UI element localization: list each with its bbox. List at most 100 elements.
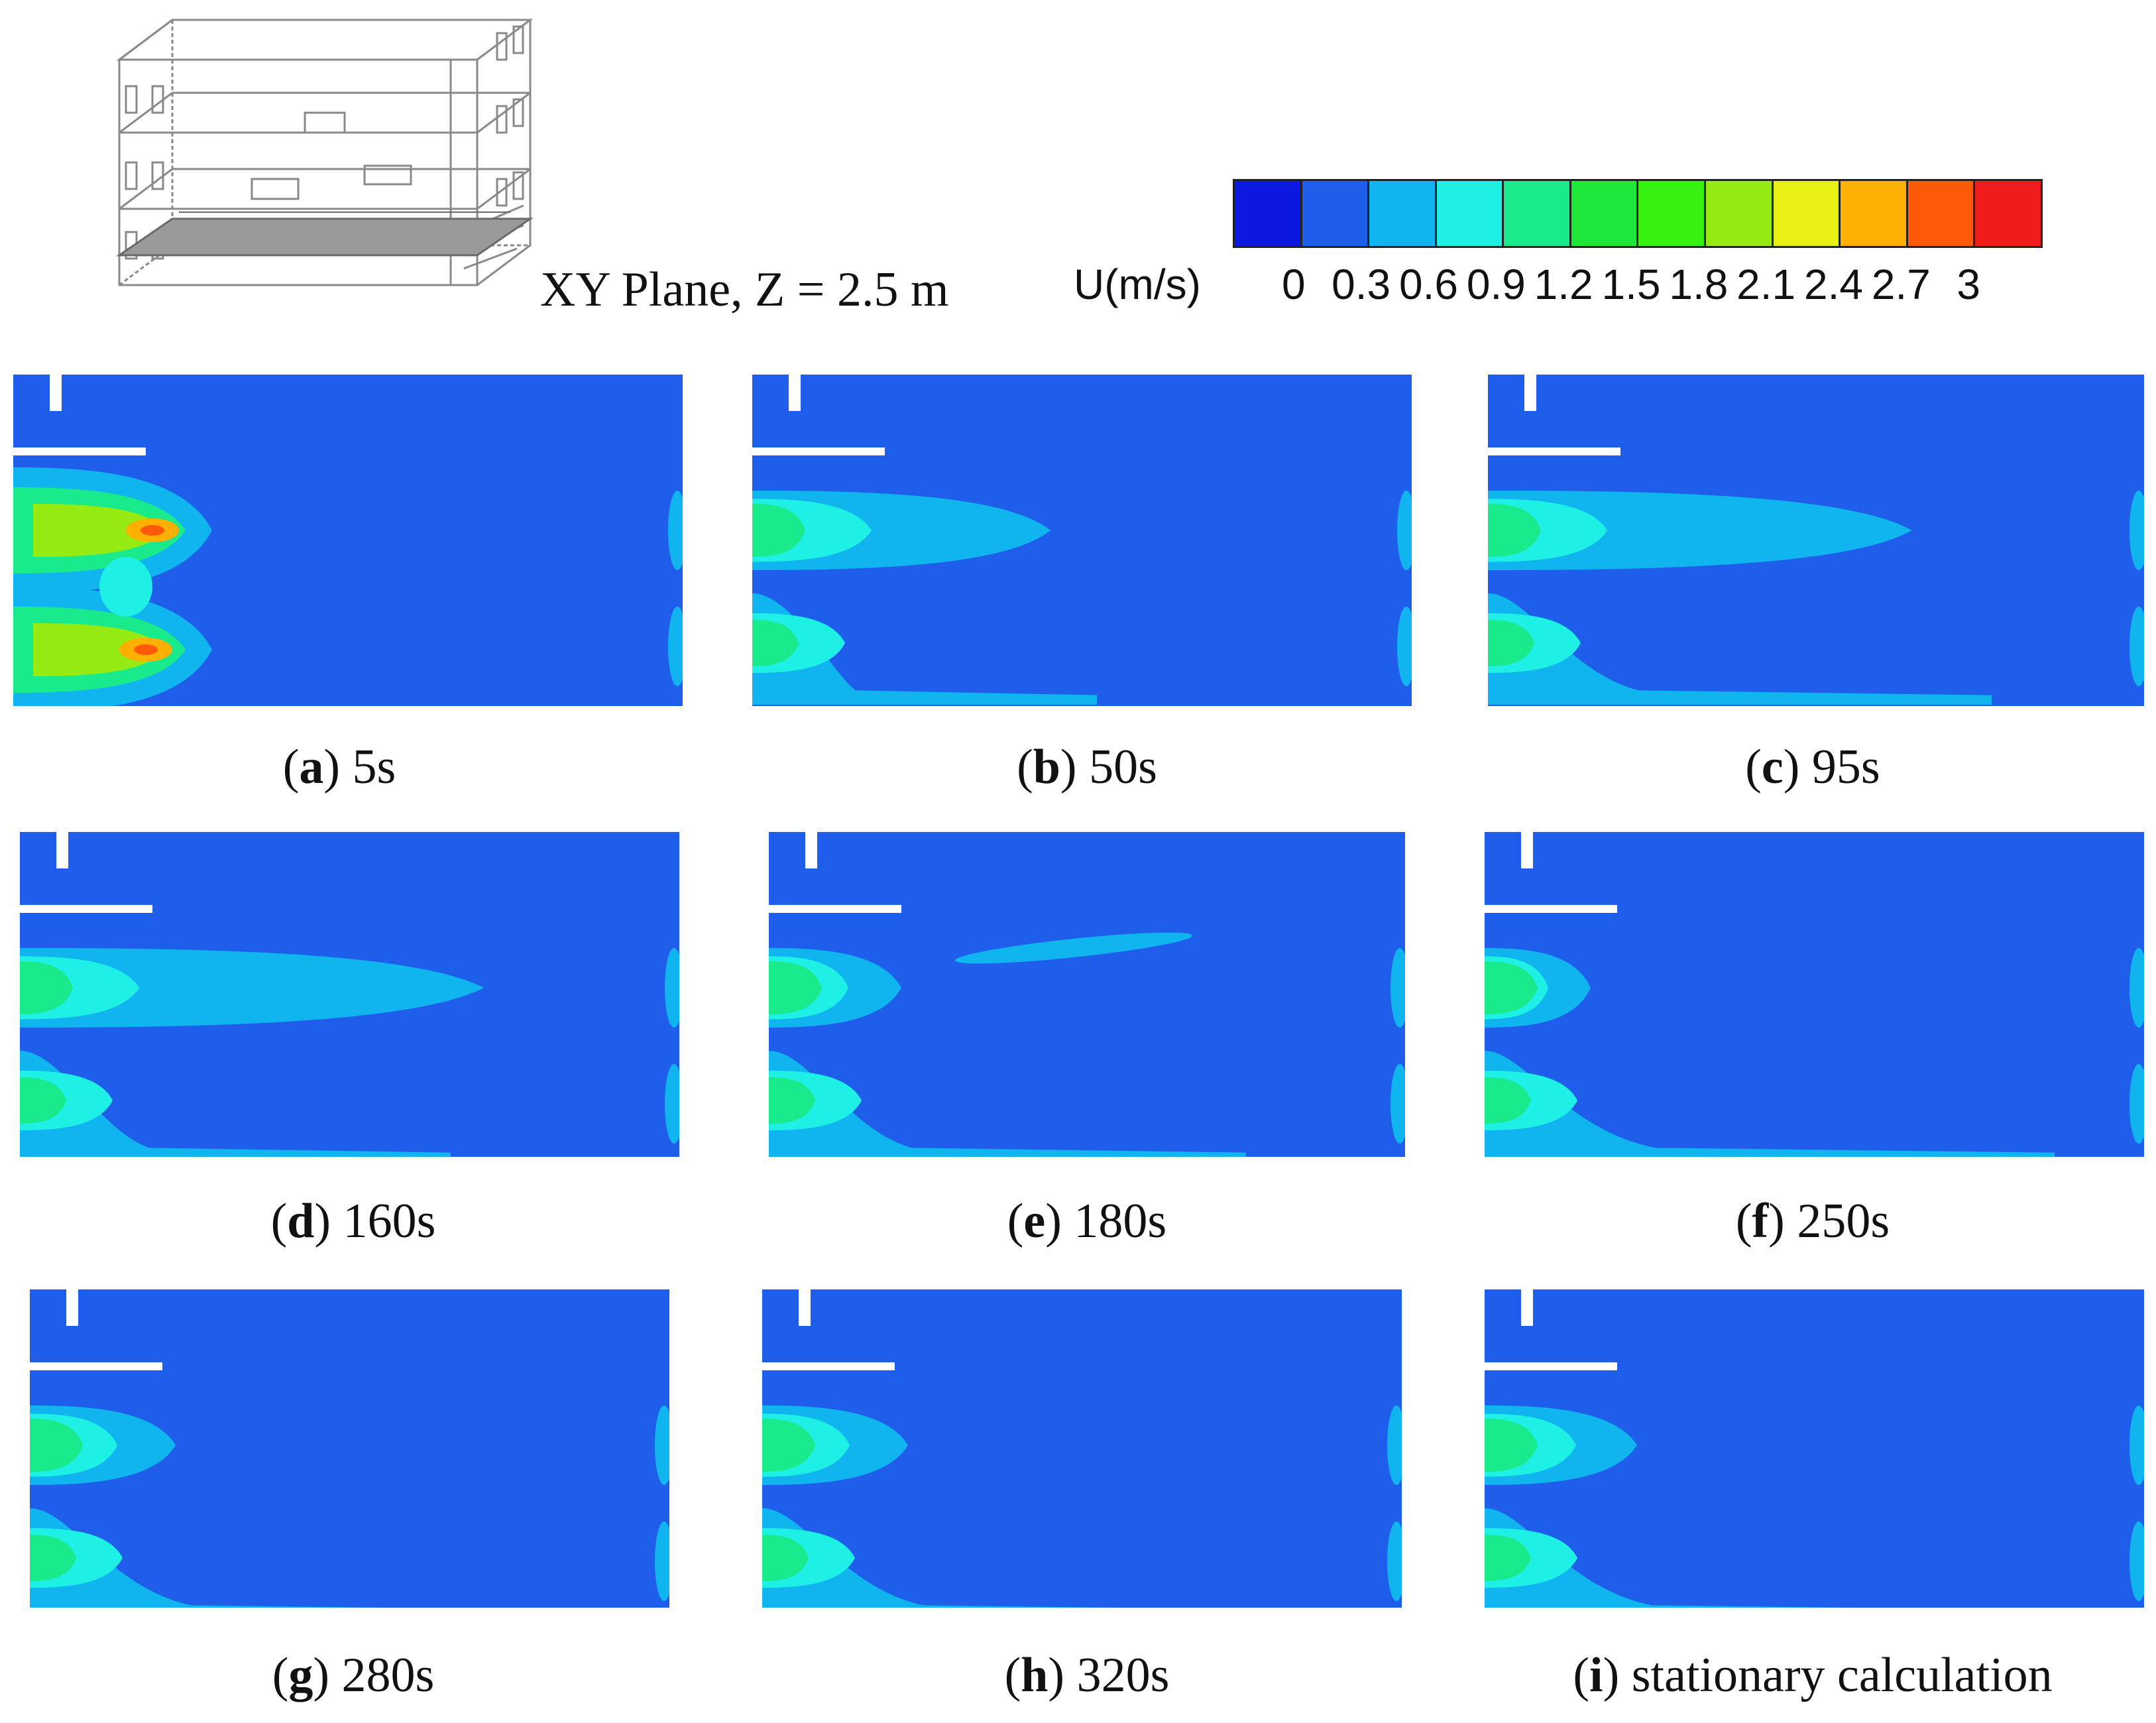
colorbar-tick-label: 0.6: [1399, 261, 1458, 308]
colorbar-segment: [1638, 181, 1707, 246]
outlet-upper: [2129, 948, 2144, 1028]
jet-upper-core: [20, 961, 73, 1014]
jet-lower-outer: [762, 1508, 1111, 1608]
colorbar-tick-label: 1.5: [1601, 261, 1661, 308]
outlet-upper: [2129, 491, 2144, 570]
interior-wall: [769, 905, 901, 913]
jet-upper-core: [33, 504, 166, 557]
jet-lower-outer: [1485, 1508, 1846, 1608]
caption-d: (d) 160s: [270, 1194, 436, 1248]
building-isometric-diagram: [116, 19, 534, 286]
colorbar-tick-label: 1.8: [1669, 261, 1729, 308]
wall-stub: [50, 375, 62, 411]
panel-d: [20, 832, 679, 1157]
panel-b: [752, 375, 1412, 706]
jet-lower-core: [1485, 1077, 1531, 1124]
legend-title: U(m/s): [1074, 261, 1201, 308]
outlet-lower: [2129, 1064, 2144, 1144]
interior-wall: [762, 1362, 895, 1370]
outlet-upper: [1397, 491, 1412, 570]
jet-lower-core: [1488, 620, 1534, 666]
colorbar-segment: [1841, 181, 1908, 246]
jet-lower-core: [33, 623, 166, 676]
outlet-lower: [2129, 1521, 2144, 1601]
jet-upper-max: [141, 525, 164, 536]
outlet-upper: [665, 948, 679, 1028]
colorbar-segment: [1504, 181, 1571, 246]
jet-upper-core: [1485, 961, 1538, 1014]
jet-lower-outer: [752, 593, 1097, 705]
panel-f: [1485, 832, 2144, 1157]
jet-upper-core: [752, 504, 805, 557]
panel-c: [1488, 375, 2144, 706]
jet-lower-core: [762, 1535, 809, 1581]
velocity-contour-plot: [1485, 1289, 2144, 1608]
panel-i: [1485, 1289, 2144, 1608]
jet-lower-core: [769, 1077, 815, 1124]
colorbar-segment: [1235, 181, 1302, 246]
panel-g: [30, 1289, 669, 1608]
jet-lower-core: [20, 1077, 66, 1124]
outlet-upper: [1387, 1405, 1402, 1485]
interior-wall: [1488, 447, 1620, 455]
wall-stub: [799, 1289, 811, 1326]
colorbar-tick-label: 2.7: [1871, 261, 1931, 308]
outlet-upper: [1390, 948, 1405, 1028]
panel-h: [762, 1289, 1402, 1608]
caption-i: (i) stationary calculation: [1573, 1648, 2053, 1702]
velocity-contour-plot: [13, 375, 683, 706]
colorbar-segment: [1369, 181, 1437, 246]
jet-lower-outer: [30, 1508, 379, 1608]
jet-lower-core: [1485, 1535, 1531, 1581]
outlet-upper: [668, 491, 683, 570]
highlighted-plane: [116, 217, 534, 257]
jet-upper-core: [30, 1419, 83, 1472]
caption-e: (e) 180s: [1007, 1194, 1167, 1248]
outlet-upper: [655, 1405, 669, 1485]
velocity-contour-plot: [30, 1289, 669, 1608]
colorbar-tick-label: 0: [1282, 261, 1306, 308]
jet-upper-core: [762, 1419, 815, 1472]
velocity-contour-plot: [1485, 832, 2144, 1157]
outlet-lower: [1390, 1064, 1405, 1144]
caption-g: (g) 280s: [272, 1648, 435, 1702]
detached-plume: [954, 932, 1193, 964]
jet-lower-outer: [1485, 1051, 2055, 1157]
wall-stub: [1521, 832, 1533, 868]
colorbar-segment: [1975, 181, 2041, 246]
velocity-contour-plot: [20, 832, 679, 1157]
velocity-contour-plot: [762, 1289, 1402, 1608]
interior-wall: [752, 447, 885, 455]
wall-stub: [56, 832, 68, 868]
jet-upper-core: [1488, 504, 1541, 557]
wall-stub: [1524, 375, 1536, 411]
jet-lower-max: [134, 644, 158, 655]
jet-lower-core: [30, 1535, 76, 1581]
jet-upper-core: [769, 961, 822, 1014]
outlet-lower: [1397, 607, 1412, 686]
caption-f: (f) 250s: [1735, 1194, 1890, 1248]
interior-wall: [30, 1362, 162, 1370]
plane-label: XY Plane, Z = 2.5 m: [540, 263, 949, 317]
interior-wall: [1485, 1362, 1617, 1370]
interior-wall: [1485, 905, 1617, 913]
outlet-lower: [2129, 607, 2144, 686]
wall-stub: [789, 375, 801, 411]
jet-lower-outer: [1488, 593, 1992, 705]
jet-upper-outer: [1488, 491, 1912, 570]
colorbar-segment: [1302, 181, 1370, 246]
caption-h: (h) 320s: [1004, 1648, 1170, 1702]
jet-lower-outer: [20, 1051, 451, 1157]
colorbar-tick-label: 1.2: [1534, 261, 1593, 308]
caption-b: (b) 50s: [1017, 740, 1157, 794]
mixing-zone: [99, 557, 152, 617]
wall-stub: [66, 1289, 78, 1326]
jet-lower-outer: [769, 1051, 1246, 1157]
colorbar-segment: [1436, 181, 1504, 246]
caption-a: (a) 5s: [282, 740, 396, 794]
wall-stub: [805, 832, 817, 868]
panel-a: [13, 375, 683, 706]
panel-e: [769, 832, 1405, 1157]
outlet-lower: [1387, 1521, 1402, 1601]
velocity-contour-plot: [752, 375, 1412, 706]
